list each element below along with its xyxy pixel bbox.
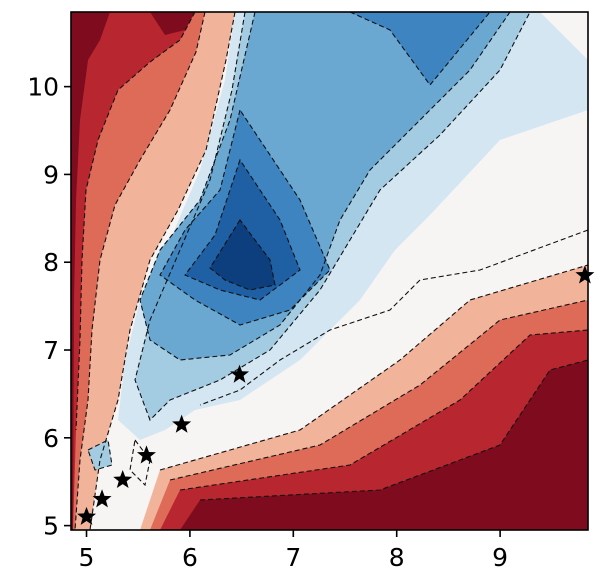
contour-line [139, 12, 511, 361]
contour-region-top-dark [150, 12, 195, 35]
star-marker [575, 265, 595, 284]
star-marker [113, 469, 133, 489]
contour-line [159, 264, 588, 471]
y-tick-label: 8 [43, 248, 59, 277]
star-marker [92, 489, 112, 508]
contour-region-bottom-dark [180, 360, 588, 530]
star-marker [172, 414, 192, 433]
contour-line [75, 12, 196, 431]
y-axis: 5 6 7 8 9 10 [27, 73, 71, 541]
contour-fill-layer [71, 12, 588, 530]
contour-line [199, 229, 588, 406]
contour-region-left-darkest [71, 12, 110, 530]
contour-line [199, 359, 588, 501]
contour-line [179, 329, 588, 491]
contour-line [87, 439, 113, 471]
contour-region-left-mid-red [71, 12, 205, 530]
contour-line [169, 299, 588, 481]
star-marker [136, 445, 156, 464]
y-tick-label: 5 [43, 512, 59, 541]
y-tick-label: 6 [43, 424, 59, 453]
y-tick-label: 7 [43, 336, 59, 365]
y-tick-label: 9 [43, 160, 59, 189]
contour-line [159, 108, 331, 326]
x-tick-label: 8 [389, 543, 405, 572]
x-tick-label: 6 [182, 543, 198, 572]
contour-line [74, 12, 206, 530]
star-marker-layer [77, 265, 595, 525]
x-axis: 5 6 7 8 9 [79, 530, 508, 572]
contour-line [184, 158, 301, 301]
contour-region-small-blue [88, 440, 112, 470]
star-marker [77, 506, 97, 525]
star-marker [230, 364, 250, 383]
contour-line [89, 12, 236, 530]
contour-line [134, 12, 531, 421]
x-tick-label: 5 [79, 543, 95, 572]
plot-frame [70, 11, 589, 531]
x-tick-label: 7 [285, 543, 301, 572]
x-tick-label: 9 [492, 543, 508, 572]
contour-line [209, 219, 276, 291]
contour-region-darkest-blue [210, 220, 275, 290]
contour-line-layer [74, 12, 588, 530]
y-tick-label: 10 [27, 73, 59, 102]
